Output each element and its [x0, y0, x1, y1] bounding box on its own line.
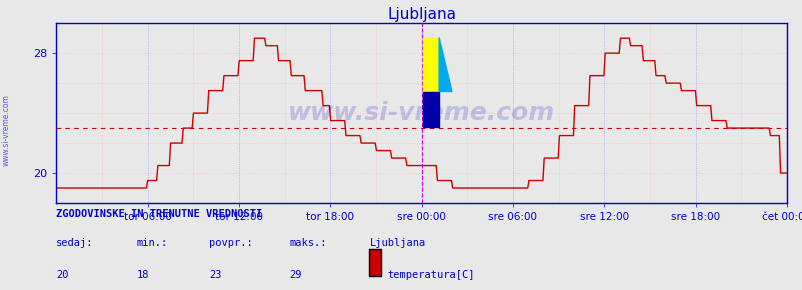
- Text: ZGODOVINSKE IN TRENUTNE VREDNOSTI: ZGODOVINSKE IN TRENUTNE VREDNOSTI: [56, 209, 262, 219]
- Polygon shape: [439, 38, 452, 92]
- Text: 18: 18: [136, 270, 149, 280]
- Text: www.si-vreme.com: www.si-vreme.com: [2, 95, 11, 166]
- Title: Ljubljana: Ljubljana: [387, 7, 456, 22]
- Text: temperatura[C]: temperatura[C]: [387, 270, 474, 280]
- Text: www.si-vreme.com: www.si-vreme.com: [288, 101, 554, 125]
- Text: povpr.:: povpr.:: [209, 238, 252, 248]
- Bar: [423, 38, 439, 92]
- Text: Ljubljana: Ljubljana: [369, 238, 425, 248]
- Text: 23: 23: [209, 270, 221, 280]
- Text: sedaj:: sedaj:: [56, 238, 94, 248]
- Text: 20: 20: [56, 270, 69, 280]
- Text: min.:: min.:: [136, 238, 168, 248]
- Bar: [423, 92, 439, 128]
- Text: 29: 29: [289, 270, 302, 280]
- Text: maks.:: maks.:: [289, 238, 326, 248]
